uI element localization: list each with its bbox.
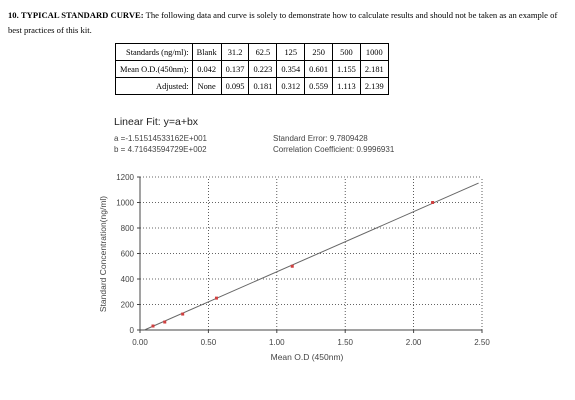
x-tick-label: 0.00: [132, 338, 148, 347]
x-tick-label: 1.50: [337, 338, 353, 347]
y-axis-label: Standard Concentration(ng/ml): [98, 196, 108, 312]
section-intro: 10. TYPICAL STANDARD CURVE: The followin…: [8, 8, 568, 38]
fit-coef-a: a =-1.51514533162E+001: [114, 134, 207, 143]
section-heading: TYPICAL STANDARD CURVE:: [20, 10, 144, 20]
data-point: [151, 324, 155, 328]
section-text: The following data and curve is solely t…: [8, 10, 558, 35]
data-point: [181, 312, 185, 316]
x-tick-label: 2.50: [474, 338, 490, 347]
y-tick-label: 200: [121, 301, 135, 310]
fit-coef-b: b = 4.71643594729E+002: [114, 145, 207, 154]
chart-points: [151, 201, 435, 328]
table-cell: 0.559: [304, 77, 334, 95]
chart-ticks: 0.00 0.50 1.00 1.50 2.00 2.50 0 200 400 600 800 100…: [116, 173, 490, 347]
y-tick-label: 0: [130, 326, 135, 335]
table-cell: None: [191, 77, 222, 95]
x-axis-label: Mean O.D (450nm): [271, 352, 344, 362]
y-tick-label: 1000: [116, 199, 134, 208]
x-tick-label: 2.00: [406, 338, 422, 347]
x-tick-label: 1.00: [269, 338, 285, 347]
data-point: [163, 320, 167, 324]
y-tick-label: 1200: [116, 173, 134, 182]
table-cell: 0.312: [276, 77, 306, 95]
data-point: [214, 296, 218, 300]
y-tick-label: 800: [121, 224, 135, 233]
y-tick-label: 400: [121, 275, 135, 284]
table-row: Standards (ng/ml): Blank 31.2 62.5 125 2…: [115, 43, 389, 61]
row-header: Adjusted:: [115, 77, 193, 95]
standards-table: Standards (ng/ml): Blank 31.2 62.5 125 2…: [115, 43, 389, 95]
y-tick-label: 600: [121, 250, 135, 259]
chart-grid: [140, 176, 483, 330]
fit-title: Linear Fit: y=a+bx: [114, 116, 199, 128]
fit-std-error: Standard Error: 9.7809428: [273, 134, 368, 143]
section-number: 10.: [8, 10, 19, 20]
x-tick-label: 0.50: [201, 338, 217, 347]
data-point: [290, 264, 294, 268]
fit-line: [143, 182, 479, 331]
table-row: Adjusted: None 0.095 0.181 0.312 0.559 1…: [115, 77, 389, 95]
data-point: [431, 201, 435, 204]
table-cell: 2.139: [359, 77, 389, 95]
fit-correlation: Correlation Coefficient: 0.9996931: [273, 145, 395, 154]
